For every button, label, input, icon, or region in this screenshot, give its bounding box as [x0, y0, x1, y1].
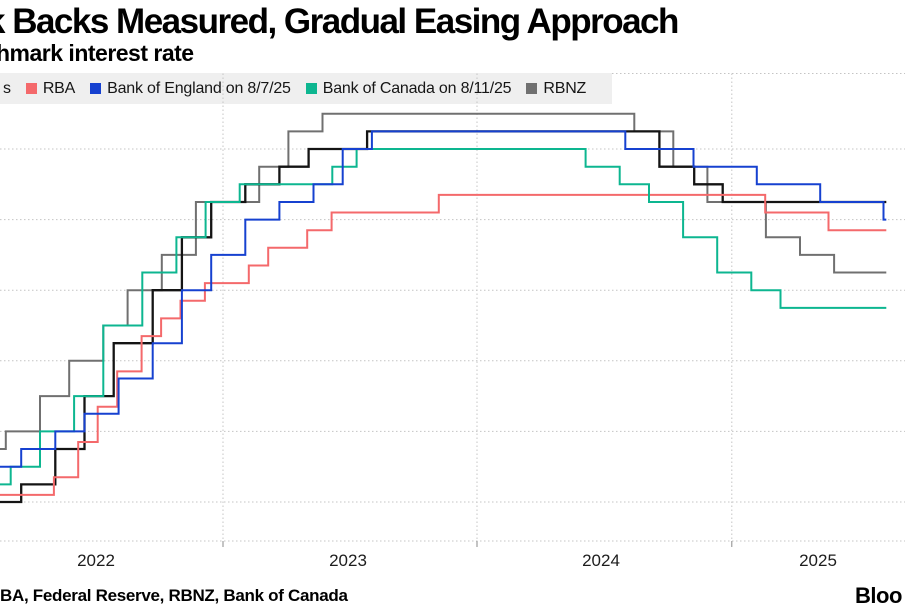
series-line-rba: [0, 193, 887, 496]
legend-label: RBNZ: [543, 79, 587, 97]
legend-label: Bank of Canada on 8/11/25: [322, 79, 512, 97]
series-line-fed: [0, 130, 887, 504]
legend: s RBA Bank of England on 8/7/25 Bank of Can…: [0, 73, 612, 104]
legend-label: s: [3, 79, 11, 97]
legend-swatch: [25, 83, 37, 94]
chart-title: k Backs Measured, Gradual Easing Approac…: [0, 2, 679, 41]
legend-label: RBA: [42, 79, 76, 97]
legend-swatch: [305, 83, 317, 94]
x-axis-label-2023: 2023: [329, 551, 367, 570]
x-axis-label-2022: 2022: [77, 551, 115, 570]
legend-item-Bank of England on 8/7/25: Bank of England on 8/7/25: [90, 80, 291, 98]
legend-item-s: s: [3, 80, 11, 98]
series-line-boe: [0, 130, 887, 468]
legend-item-Bank of Canada on 8/11/25: Bank of Canada on 8/11/25: [305, 79, 512, 98]
legend-swatch: [90, 83, 102, 94]
series-line-boc: [0, 148, 887, 486]
legend-swatch: [526, 83, 538, 94]
series-line-rbnz: [0, 112, 887, 450]
legend-label: Bank of England on 8/7/25: [107, 79, 291, 97]
legend-item-RBNZ: RBNZ: [526, 80, 586, 98]
chart-subtitle: hmark interest rate: [0, 40, 194, 66]
legend-item-RBA: RBA: [25, 79, 76, 98]
bloomberg-logo: Bloo: [855, 583, 902, 608]
x-axis-label-2024: 2024: [582, 551, 620, 570]
rates-step-chart: [0, 73, 905, 547]
x-axis-label-2025: 2025: [799, 551, 837, 570]
source-text: BA, Federal Reserve, RBNZ, Bank of Canad…: [0, 586, 348, 605]
